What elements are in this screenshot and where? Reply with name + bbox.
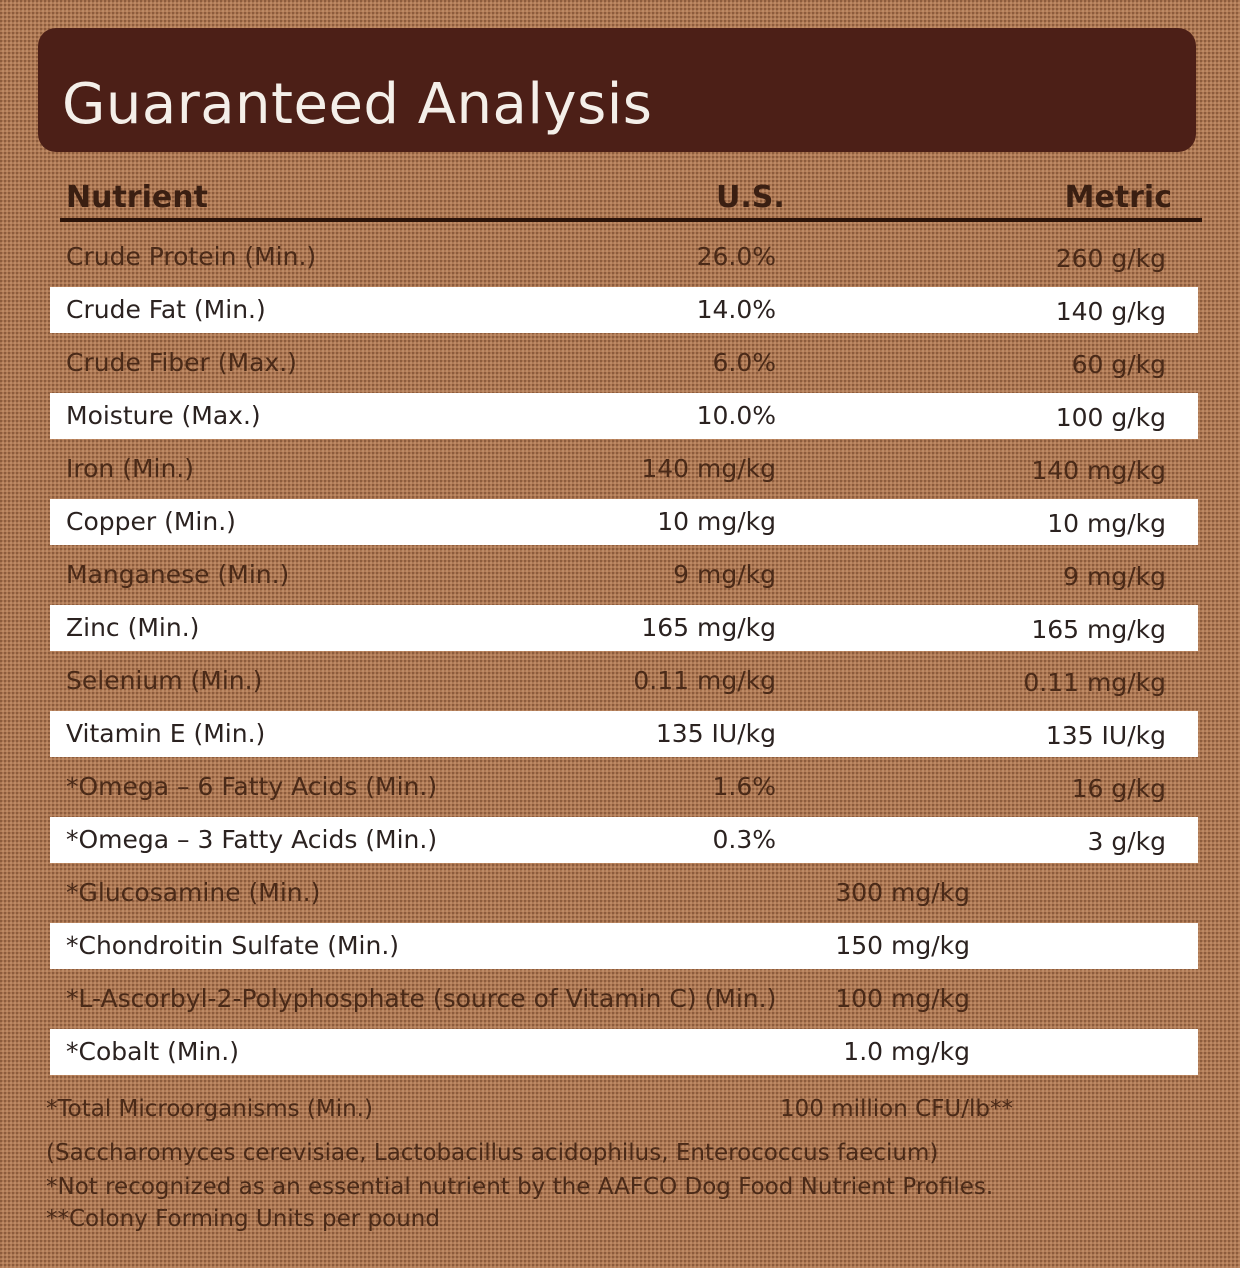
table-row: *Glucosamine (Min.) 300 mg/kg [50, 870, 1198, 916]
combined-value: 300 mg/kg [835, 878, 970, 907]
metric-value: 140 g/kg [1055, 297, 1166, 326]
nutrient-name: *Omega – 3 Fatty Acids (Min.) [66, 825, 438, 854]
footnote-cfu: **Colony Forming Units per pound [46, 1206, 440, 1232]
metric-value: 9 mg/kg [1063, 562, 1166, 591]
nutrient-name: *Omega – 6 Fatty Acids (Min.) [66, 772, 438, 801]
metric-value: 3 g/kg [1087, 827, 1167, 856]
nutrient-name: Copper (Min.) [66, 507, 236, 536]
us-value: 165 mg/kg [641, 613, 776, 642]
metric-value: 60 g/kg [1071, 350, 1166, 379]
metric-value: 100 g/kg [1055, 403, 1166, 432]
us-value: 9 mg/kg [673, 560, 776, 589]
table-row: Crude Fiber (Max.) 6.0% 60 g/kg [50, 340, 1198, 386]
combined-value: 100 mg/kg [835, 984, 970, 1013]
us-value: 6.0% [712, 348, 776, 377]
column-header-nutrient: Nutrient [66, 180, 208, 215]
nutrient-name: *Chondroitin Sulfate (Min.) [66, 931, 400, 960]
table-row: Copper (Min.) 10 mg/kg 10 mg/kg [50, 499, 1198, 545]
us-value: 1.6% [712, 772, 776, 801]
metric-value: 135 IU/kg [1045, 721, 1166, 750]
table-row: Crude Fat (Min.) 14.0% 140 g/kg [50, 287, 1198, 333]
table-row: Vitamin E (Min.) 135 IU/kg 135 IU/kg [50, 711, 1198, 757]
table-row: Zinc (Min.) 165 mg/kg 165 mg/kg [50, 605, 1198, 651]
metric-value: 140 mg/kg [1031, 456, 1166, 485]
us-value: 10 mg/kg [657, 507, 776, 536]
table-row: *Cobalt (Min.) 1.0 mg/kg [50, 1029, 1198, 1075]
microorganisms-label: *Total Microorganisms (Min.) [46, 1096, 373, 1122]
us-value: 0.3% [712, 825, 776, 854]
species-note: (Saccharomyces cerevisiae, Lactobacillus… [46, 1140, 939, 1166]
nutrient-name: Selenium (Min.) [66, 666, 263, 695]
table-row: *L-Ascorbyl-2-Polyphosphate (source of V… [50, 976, 1198, 1022]
table-row: Iron (Min.) 140 mg/kg 140 mg/kg [50, 446, 1198, 492]
nutrient-name: *Cobalt (Min.) [66, 1037, 239, 1066]
table-row: Moisture (Max.) 10.0% 100 g/kg [50, 393, 1198, 439]
table-row: Selenium (Min.) 0.11 mg/kg 0.11 mg/kg [50, 658, 1198, 704]
nutrient-name: Moisture (Max.) [66, 401, 261, 430]
us-value: 14.0% [696, 295, 776, 324]
page-title: Guaranteed Analysis [62, 72, 653, 137]
nutrient-name: *Glucosamine (Min.) [66, 878, 321, 907]
combined-value: 1.0 mg/kg [843, 1037, 970, 1066]
footnote-aafco: *Not recognized as an essential nutrient… [46, 1174, 994, 1200]
nutrient-name: *L-Ascorbyl-2-Polyphosphate (source of V… [66, 984, 777, 1013]
us-value: 26.0% [696, 242, 776, 271]
nutrient-name: Crude Fiber (Max.) [66, 348, 297, 377]
us-value: 10.0% [696, 401, 776, 430]
header-divider [60, 218, 1202, 222]
nutrient-name: Crude Fat (Min.) [66, 295, 266, 324]
table-row: *Omega – 3 Fatty Acids (Min.) 0.3% 3 g/k… [50, 817, 1198, 863]
table-row: *Omega – 6 Fatty Acids (Min.) 1.6% 16 g/… [50, 764, 1198, 810]
nutrient-name: Crude Protein (Min.) [66, 242, 317, 271]
metric-value: 0.11 mg/kg [1023, 668, 1166, 697]
header-banner: Guaranteed Analysis [38, 28, 1196, 152]
metric-value: 16 g/kg [1071, 774, 1166, 803]
table-row: Manganese (Min.) 9 mg/kg 9 mg/kg [50, 552, 1198, 598]
nutrient-name: Manganese (Min.) [66, 560, 290, 589]
nutrient-name: Zinc (Min.) [66, 613, 200, 642]
nutrient-name: Iron (Min.) [66, 454, 195, 483]
microorganisms-value: 100 million CFU/lb** [780, 1096, 1013, 1122]
metric-value: 165 mg/kg [1031, 615, 1166, 644]
table-row: Crude Protein (Min.) 26.0% 260 g/kg [50, 234, 1198, 280]
nutrient-name: Vitamin E (Min.) [66, 719, 266, 748]
column-header-us: U.S. [716, 180, 785, 215]
us-value: 140 mg/kg [641, 454, 776, 483]
metric-value: 10 mg/kg [1047, 509, 1166, 538]
metric-value: 260 g/kg [1055, 244, 1166, 273]
us-value: 135 IU/kg [655, 719, 776, 748]
column-header-metric: Metric [1064, 180, 1172, 215]
table-row: *Chondroitin Sulfate (Min.) 150 mg/kg [50, 923, 1198, 969]
us-value: 0.11 mg/kg [633, 666, 776, 695]
combined-value: 150 mg/kg [835, 931, 970, 960]
